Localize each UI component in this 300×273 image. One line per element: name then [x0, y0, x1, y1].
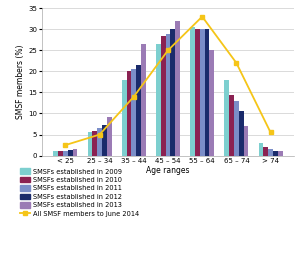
Bar: [156, 44, 161, 156]
Bar: [205, 29, 209, 156]
Bar: [141, 44, 146, 156]
Bar: [170, 29, 175, 156]
Bar: [268, 149, 273, 156]
Bar: [259, 143, 263, 156]
Bar: [229, 94, 234, 156]
Bar: [63, 150, 68, 156]
Bar: [209, 50, 214, 156]
Bar: [166, 34, 170, 156]
Legend: SMSFs established in 2009, SMSFs established in 2010, SMSFs established in 2011,: SMSFs established in 2009, SMSFs establi…: [18, 167, 141, 218]
Bar: [263, 147, 268, 156]
Bar: [224, 80, 229, 156]
Bar: [97, 128, 102, 156]
Bar: [234, 101, 239, 156]
Bar: [239, 111, 244, 156]
Bar: [190, 27, 195, 156]
X-axis label: Age ranges: Age ranges: [146, 167, 190, 176]
Bar: [244, 126, 248, 156]
Bar: [195, 29, 200, 156]
Bar: [136, 65, 141, 156]
Bar: [102, 125, 107, 156]
Bar: [161, 35, 166, 156]
Bar: [107, 117, 112, 156]
Bar: [73, 149, 77, 156]
Bar: [92, 131, 97, 156]
Bar: [273, 150, 278, 156]
Bar: [127, 71, 131, 156]
Bar: [175, 21, 180, 156]
Bar: [200, 29, 205, 156]
Bar: [278, 150, 283, 156]
Bar: [88, 132, 92, 156]
Bar: [122, 80, 127, 156]
Y-axis label: SMSF members (%): SMSF members (%): [16, 45, 26, 119]
Bar: [58, 150, 63, 156]
Bar: [68, 150, 73, 156]
Bar: [131, 69, 136, 156]
Bar: [53, 152, 58, 156]
